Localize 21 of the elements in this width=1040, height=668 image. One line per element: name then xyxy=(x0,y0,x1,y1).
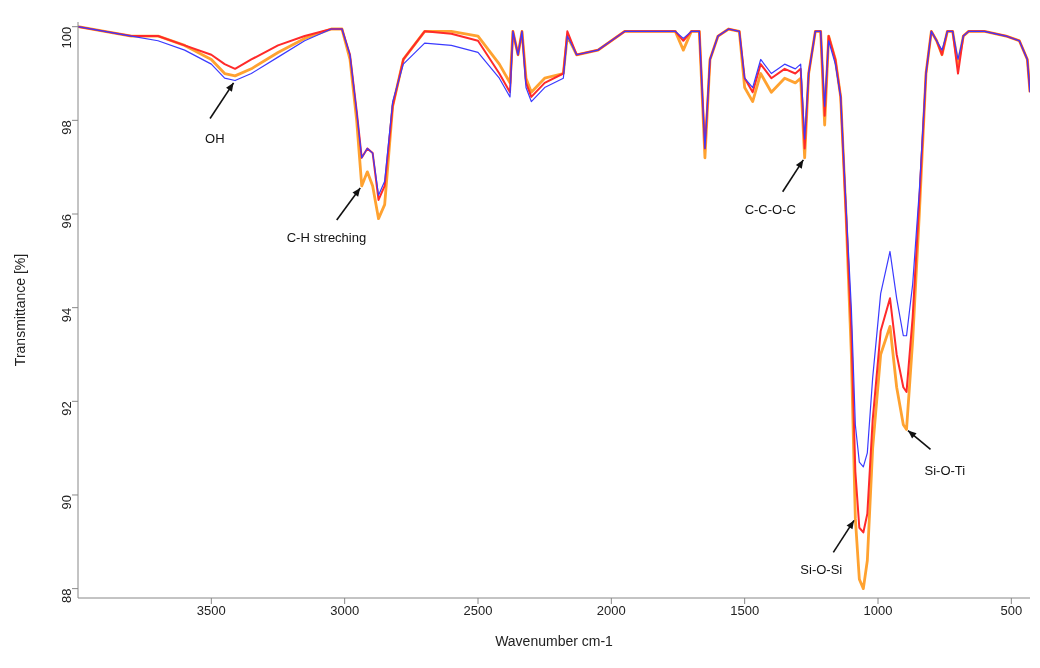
x-tick-label: 1500 xyxy=(730,603,760,619)
y-tick-label: 88 xyxy=(58,588,74,604)
y-tick-label: 98 xyxy=(58,120,74,135)
annotation: Si-O-Ti xyxy=(924,463,966,479)
annotation: OH xyxy=(205,130,225,146)
y-axis-title: Transmittance [%] xyxy=(11,253,28,367)
x-tick-label: 500 xyxy=(1000,603,1023,619)
x-tick-label: 1000 xyxy=(863,603,893,619)
annotation: Si-O-Si xyxy=(800,562,843,578)
x-tick-label: 2000 xyxy=(596,603,626,619)
annotation: C-H streching xyxy=(286,229,367,245)
y-tick-label: 92 xyxy=(58,401,74,416)
x-tick-label: 3000 xyxy=(330,603,360,619)
y-tick-label: 100 xyxy=(58,26,74,49)
annotation: C-C-O-C xyxy=(744,201,796,217)
y-tick-label: 96 xyxy=(58,214,74,229)
y-tick-label: 90 xyxy=(58,494,74,510)
x-tick-label: 3500 xyxy=(196,603,226,619)
y-tick-label: 94 xyxy=(58,307,74,323)
x-tick-label: 2500 xyxy=(463,603,493,619)
x-axis-title: Wavenumber cm-1 xyxy=(495,633,614,649)
